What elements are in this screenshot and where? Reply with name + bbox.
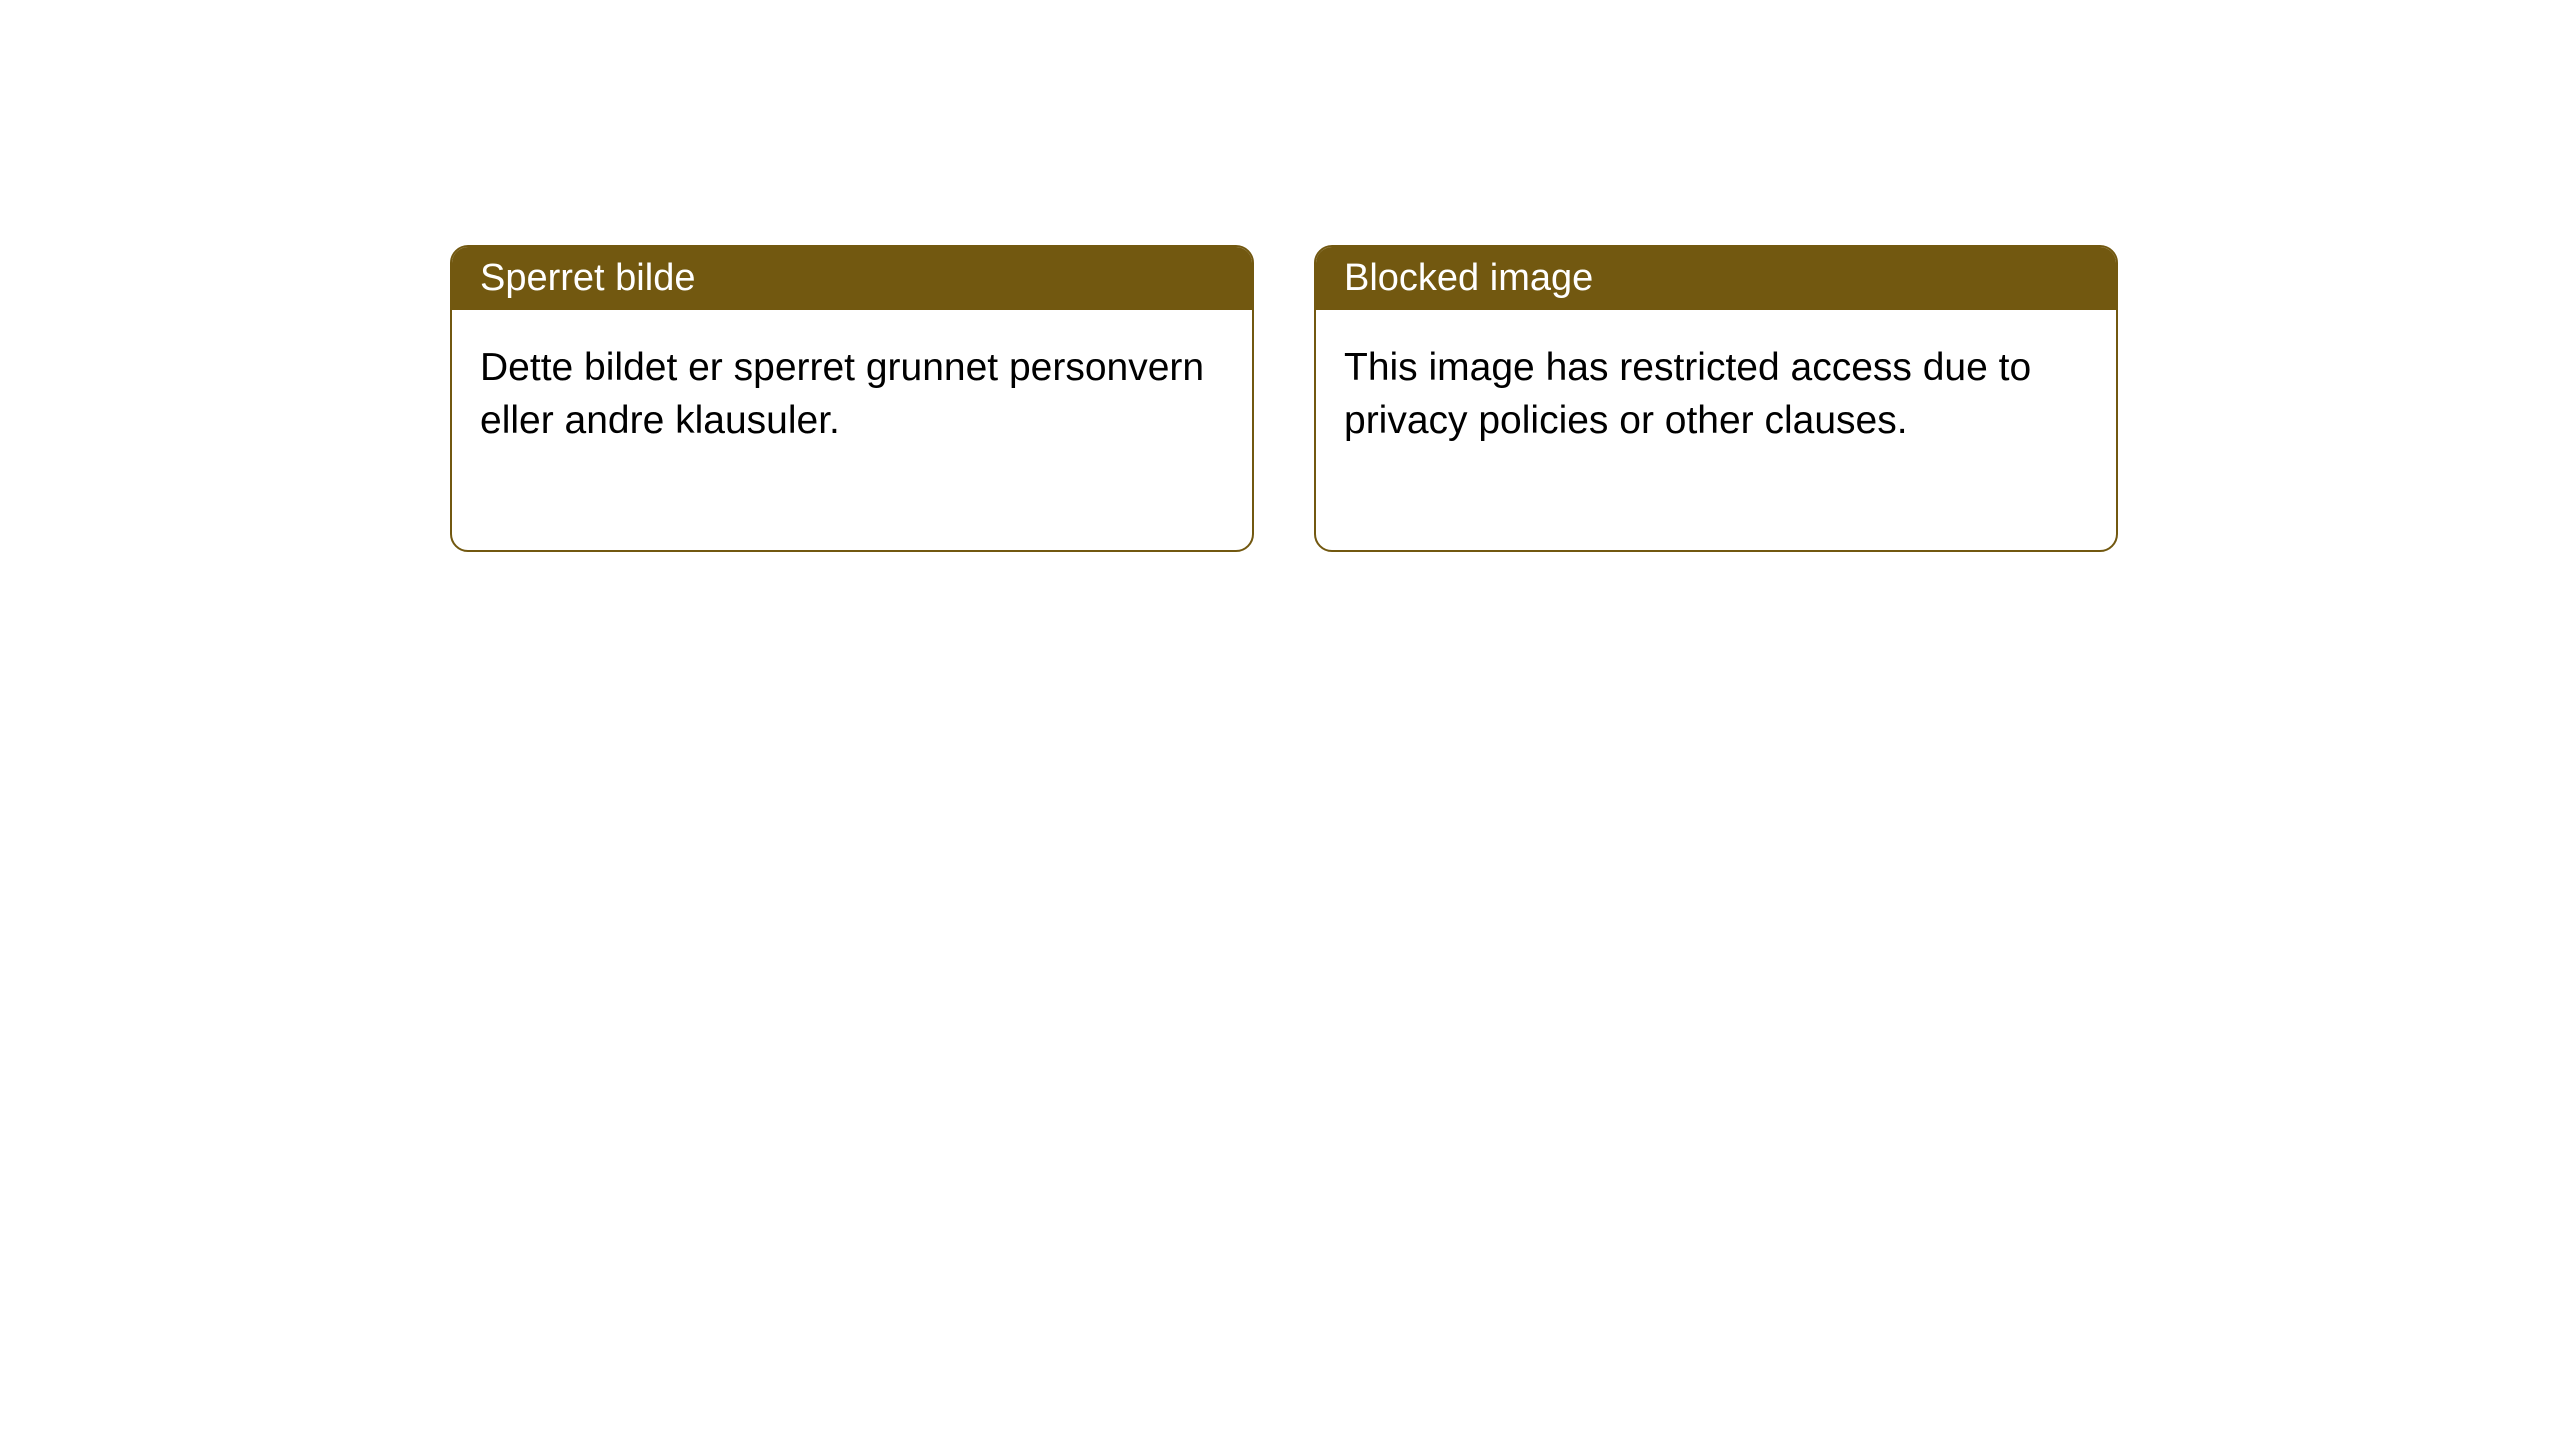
notice-header: Blocked image — [1316, 247, 2116, 310]
notice-body: Dette bildet er sperret grunnet personve… — [452, 310, 1252, 550]
notice-body: This image has restricted access due to … — [1316, 310, 2116, 550]
notice-title: Blocked image — [1344, 257, 1593, 299]
notice-header: Sperret bilde — [452, 247, 1252, 310]
notice-card-norwegian: Sperret bilde Dette bildet er sperret gr… — [450, 245, 1254, 552]
notice-title: Sperret bilde — [480, 257, 695, 299]
notice-container: Sperret bilde Dette bildet er sperret gr… — [0, 0, 2560, 552]
notice-message: Dette bildet er sperret grunnet personve… — [480, 346, 1204, 442]
notice-message: This image has restricted access due to … — [1344, 346, 2031, 442]
notice-card-english: Blocked image This image has restricted … — [1314, 245, 2118, 552]
